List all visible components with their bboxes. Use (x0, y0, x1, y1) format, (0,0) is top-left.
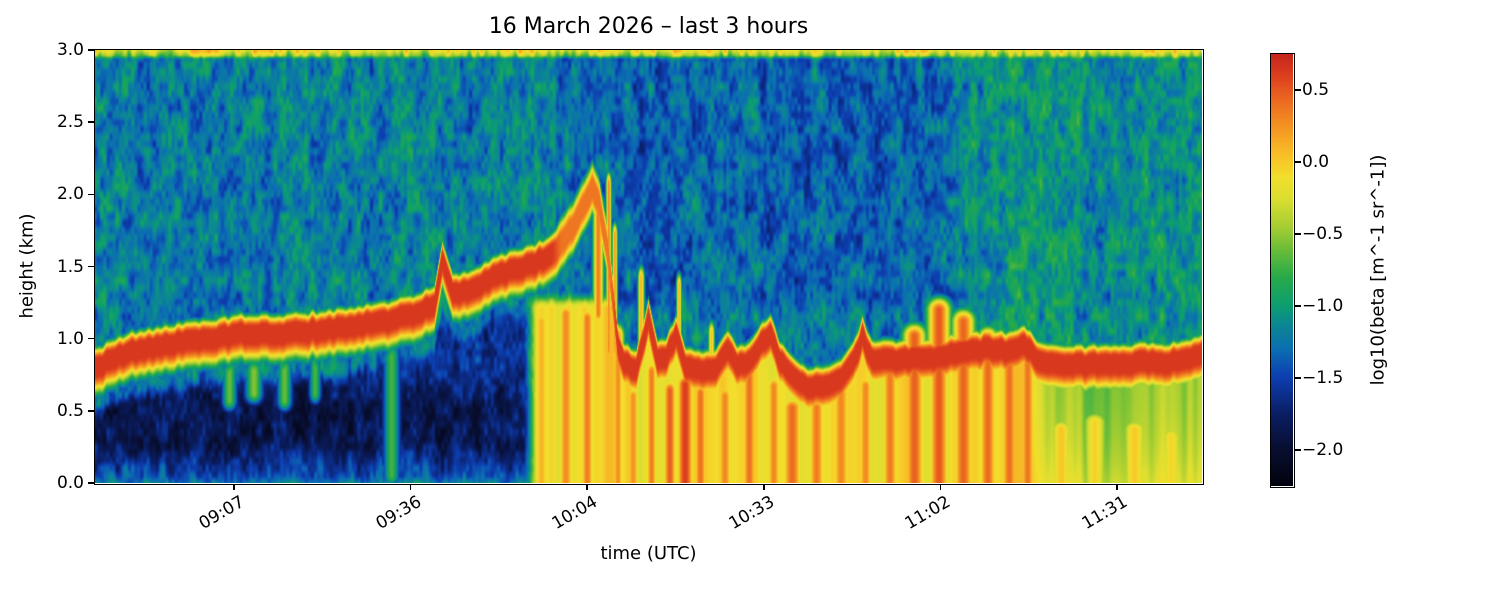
colorbar-tick-label: 0.0 (1302, 152, 1330, 172)
colorbar-tick (1294, 305, 1301, 307)
y-tick-label: 2.0 (56, 184, 84, 205)
colorbar-tick-label: −1.0 (1302, 296, 1344, 316)
x-tick-label: 09:36 (265, 492, 424, 534)
colorbar-gradient (1271, 54, 1293, 486)
x-tick-label: 10:33 (618, 492, 777, 534)
y-tick-label: 0.5 (56, 400, 84, 421)
y-tick (87, 265, 95, 268)
colorbar-tick-label: 0.5 (1302, 80, 1330, 100)
colorbar-tick-label: −2.0 (1302, 440, 1344, 460)
x-tick (586, 483, 588, 490)
x-tick-label: 11:02 (794, 492, 954, 534)
x-tick-label-text: 11:02 (901, 492, 955, 534)
y-tick (87, 410, 95, 412)
x-tick-label-text: 10:04 (548, 492, 602, 534)
x-tick-label-text: 11:31 (1078, 492, 1131, 534)
y-tick-label: 3.0 (56, 40, 84, 60)
x-tick (1116, 483, 1118, 490)
y-tick (87, 193, 95, 196)
x-tick-label: 10:04 (441, 492, 601, 534)
y-tick (87, 337, 95, 340)
colorbar-label: log10(beta [m^-1 sr^-1]) (1367, 154, 1389, 386)
colorbar-tick (1294, 161, 1301, 163)
x-tick (763, 483, 765, 490)
colorbar-tick (1294, 233, 1301, 235)
x-tick-label-text: 09:36 (372, 492, 425, 534)
colorbar-tick (1294, 377, 1301, 379)
x-tick-label: 11:31 (971, 492, 1131, 534)
x-tick (409, 483, 412, 490)
colorbar-tick (1294, 89, 1301, 91)
y-tick-label: 1.0 (56, 328, 84, 349)
y-axis-label: height (km) (16, 213, 38, 319)
x-tick-label-text: 09:07 (195, 492, 249, 534)
y-tick-label: 1.5 (56, 256, 84, 277)
x-tick (233, 483, 235, 490)
x-tick-label-text: 10:33 (725, 492, 778, 534)
y-tick-label: 2.5 (56, 112, 84, 133)
heatmap-canvas (95, 50, 1202, 483)
chart-title: 16 March 2026 – last 3 hours (488, 14, 809, 39)
y-tick (87, 482, 95, 484)
colorbar-tick-label: −1.5 (1302, 368, 1344, 388)
x-tick-label: 09:07 (88, 492, 248, 534)
x-tick (939, 483, 942, 490)
y-tick (87, 49, 95, 51)
y-tick (87, 121, 95, 123)
colorbar-tick (1294, 449, 1301, 451)
x-axis-label: time (UTC) (600, 543, 697, 564)
colorbar-tick-label: −0.5 (1302, 224, 1344, 244)
y-tick-label: 0.0 (56, 473, 84, 493)
